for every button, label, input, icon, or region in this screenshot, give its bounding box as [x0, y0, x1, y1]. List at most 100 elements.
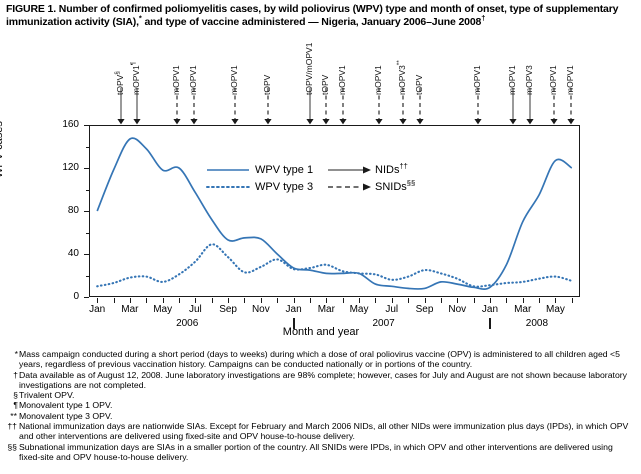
x-axis-year-label: 2008	[525, 318, 549, 329]
x-axis-tick	[113, 298, 115, 303]
x-axis-tick	[179, 298, 181, 303]
footnote: § Trivalent OPV.	[6, 390, 636, 400]
legend-label-wpv3: WPV type 3	[255, 181, 314, 193]
x-axis-tick-label: Mar	[317, 304, 335, 315]
sia-vaccine-label: mOPV1	[229, 65, 239, 95]
footnote-marker: **	[10, 410, 17, 421]
x-axis-tick	[326, 298, 328, 303]
legend-label-nids: NIDs††	[375, 161, 408, 176]
x-axis-tick	[277, 298, 279, 303]
y-axis-tick	[84, 297, 89, 298]
footnote-marker: †	[13, 369, 18, 380]
sia-vaccine-label: tOPV	[262, 74, 272, 95]
sia-arrows	[117, 88, 575, 125]
x-axis-tick	[539, 298, 541, 303]
x-axis-tick-label: Jan	[481, 304, 499, 315]
footnote-text: Mass campaign conducted during a short p…	[19, 349, 620, 370]
sia-vaccine-label: tOPV	[414, 74, 424, 95]
sia-arrow-head	[306, 119, 314, 125]
legend-label-wpv1: WPV type 1	[255, 164, 314, 176]
x-axis-tick-label: Jul	[385, 304, 399, 315]
sia-vaccine-label: mOPV1	[548, 65, 558, 95]
x-axis-tick-label: Sep	[415, 304, 434, 315]
footnote-text: Monovalent type 1 OPV.	[19, 400, 113, 411]
year-separator	[292, 318, 295, 329]
x-axis-tick	[293, 298, 295, 303]
footnote-text: Trivalent OPV.	[19, 390, 75, 401]
x-axis-tick	[489, 298, 491, 303]
x-axis-tick	[260, 298, 262, 303]
chart-container: tOPV§ mOPV1¶ mOPV1 mOPV1 mOPV1 tOPV tOPV/mOPV1…	[0, 42, 580, 338]
footnote: §§ Subnational immunization days are SIAs…	[6, 442, 636, 463]
y-axis-minor-tick	[86, 232, 89, 234]
footnote-marker: ††	[7, 421, 17, 432]
sia-arrow-head	[550, 119, 558, 125]
y-axis-minor-tick	[86, 146, 89, 148]
footnote-marker: *	[14, 349, 18, 359]
x-axis-tick-label: Jan	[285, 304, 302, 315]
footnote-marker: §§	[7, 441, 17, 452]
sia-arrow-head	[474, 119, 482, 125]
x-axis-tick	[424, 298, 426, 303]
x-axis-tick	[473, 298, 475, 303]
x-axis-tick-label: Sep	[219, 304, 237, 315]
x-axis-tick	[309, 298, 311, 303]
footnote: ¶ Monovalent type 1 OPV.	[6, 400, 636, 410]
sia-vaccine-label: tOPV§	[114, 71, 125, 95]
x-axis-tick	[555, 298, 557, 303]
x-axis-tick	[162, 298, 164, 303]
x-axis-tick-label: Jul	[188, 304, 202, 315]
legend-arrow-nids	[363, 166, 371, 174]
x-axis-tick-label: May	[545, 304, 565, 315]
sia-vaccine-label: tOPV/mOPV1	[304, 42, 314, 95]
x-axis-year-label: 2006	[176, 318, 199, 329]
sia-vaccine-label: mOPV1¶	[130, 61, 141, 95]
x-axis-tick-label: Mar	[121, 304, 139, 315]
x-axis-tick	[228, 298, 230, 303]
sia-arrow-head	[399, 119, 407, 125]
x-axis-tick-label: Nov	[251, 304, 270, 315]
sia-arrow-head	[133, 119, 141, 125]
y-axis-tick	[84, 125, 89, 126]
y-axis-minor-tick	[86, 275, 89, 277]
footnote: * Mass campaign conducted during a short …	[6, 349, 636, 370]
x-axis-tick	[391, 298, 393, 303]
sia-vaccine-label: tOPV	[320, 74, 330, 95]
sia-arrow-head	[416, 119, 424, 125]
figure-title-text-2: and type of vaccine administered — Niger…	[141, 15, 482, 28]
x-axis-year-label: 2007	[372, 318, 395, 329]
x-axis-tick	[440, 298, 442, 303]
x-axis-tick	[359, 298, 361, 303]
sia-arrow-head	[526, 119, 534, 125]
footnote: ** Monovalent type 3 OPV.	[6, 411, 636, 421]
sia-vaccine-label: mOPV1	[472, 65, 482, 95]
footnotes-list: * Mass campaign conducted during a short …	[6, 349, 636, 462]
x-axis-tick	[244, 298, 246, 303]
legend-label-snids: SNIDs§§	[375, 178, 416, 193]
y-axis-tick	[84, 211, 89, 212]
y-axis-tick-label: 120	[62, 162, 79, 173]
x-axis-tick	[342, 298, 344, 303]
x-axis-tick	[97, 298, 99, 303]
figure-title-footnote-marker-1: *	[138, 13, 142, 23]
y-axis-title: WPV cases	[0, 121, 5, 178]
footnote: † Data available as of August 12, 2008. J…	[6, 370, 636, 391]
sia-vaccine-label: mOPV1	[337, 65, 347, 95]
sia-arrow-head	[339, 119, 347, 125]
sia-arrow-head	[567, 119, 575, 125]
y-axis-tick-label: 80	[67, 205, 79, 216]
sia-vaccine-label: mOPV1	[565, 65, 575, 95]
sia-arrow-head	[231, 119, 239, 125]
sia-vaccine-label: mOPV3	[524, 65, 534, 95]
sia-arrow-head	[117, 119, 125, 125]
sia-arrow-head	[322, 119, 330, 125]
figure-title-text-1: FIGURE 1. Number of confirmed poliomyeli…	[6, 3, 619, 28]
x-axis-tick-label: Mar	[514, 304, 532, 315]
footnote-marker: §	[13, 390, 18, 401]
sia-arrow-head	[190, 119, 198, 125]
y-axis-tick	[84, 168, 89, 169]
footnote-text: National immunization days are nationwid…	[19, 421, 629, 442]
sia-arrow-head	[264, 119, 272, 125]
x-axis-tick	[522, 298, 524, 303]
sia-arrow-head	[173, 119, 181, 125]
